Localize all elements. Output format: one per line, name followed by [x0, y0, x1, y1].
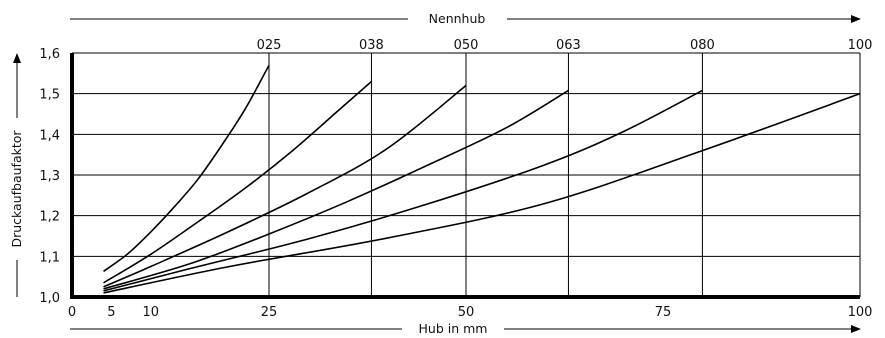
tick-labels: 025 038 050 063 080 1001,01,11,21,31,41,51,60… [39, 38, 872, 320]
y-tick-label-4: 1,4 [39, 128, 60, 143]
top-axis-title: Nennhub [429, 11, 486, 26]
curve-2 [103, 80, 372, 284]
x-tick-label-3: 25 [261, 305, 278, 320]
nominal-stroke-lines [268, 53, 861, 297]
nominal-label-025: 025 [257, 38, 282, 53]
nominal-label-063: 063 [556, 38, 581, 53]
nominal-label-050: 050 [454, 38, 479, 53]
y-tick-label-3: 1,3 [39, 169, 60, 184]
y-axis-title: Druckaufbaufaktor [9, 130, 24, 248]
nominal-label-080: 080 [690, 38, 715, 53]
x-tick-label-4: 50 [458, 305, 475, 320]
y-tick-label-2: 1,2 [39, 210, 60, 225]
y-tick-label-5: 1,5 [39, 88, 60, 103]
x-tick-label-1: 5 [107, 305, 115, 320]
x-tick-label-6: 100 [848, 305, 873, 320]
y-tick-label-1: 1,1 [39, 250, 60, 265]
curve-3 [103, 84, 467, 288]
axes [70, 53, 860, 299]
curve-6 [103, 92, 861, 294]
nominal-label-038: 038 [359, 38, 384, 53]
y-tick-label-0: 1,0 [39, 291, 60, 306]
y-tick-label-6: 1,6 [39, 47, 60, 62]
curves [103, 64, 861, 294]
curve-5 [103, 89, 703, 292]
x-tick-label-0: 0 [68, 305, 76, 320]
x-tick-label-5: 75 [655, 305, 672, 320]
curve-4 [103, 89, 569, 290]
curve-1 [103, 64, 270, 273]
x-tick-label-2: 10 [143, 305, 160, 320]
nominal-label-100: 100 [848, 38, 873, 53]
x-axis-title: Hub in mm [419, 321, 488, 336]
